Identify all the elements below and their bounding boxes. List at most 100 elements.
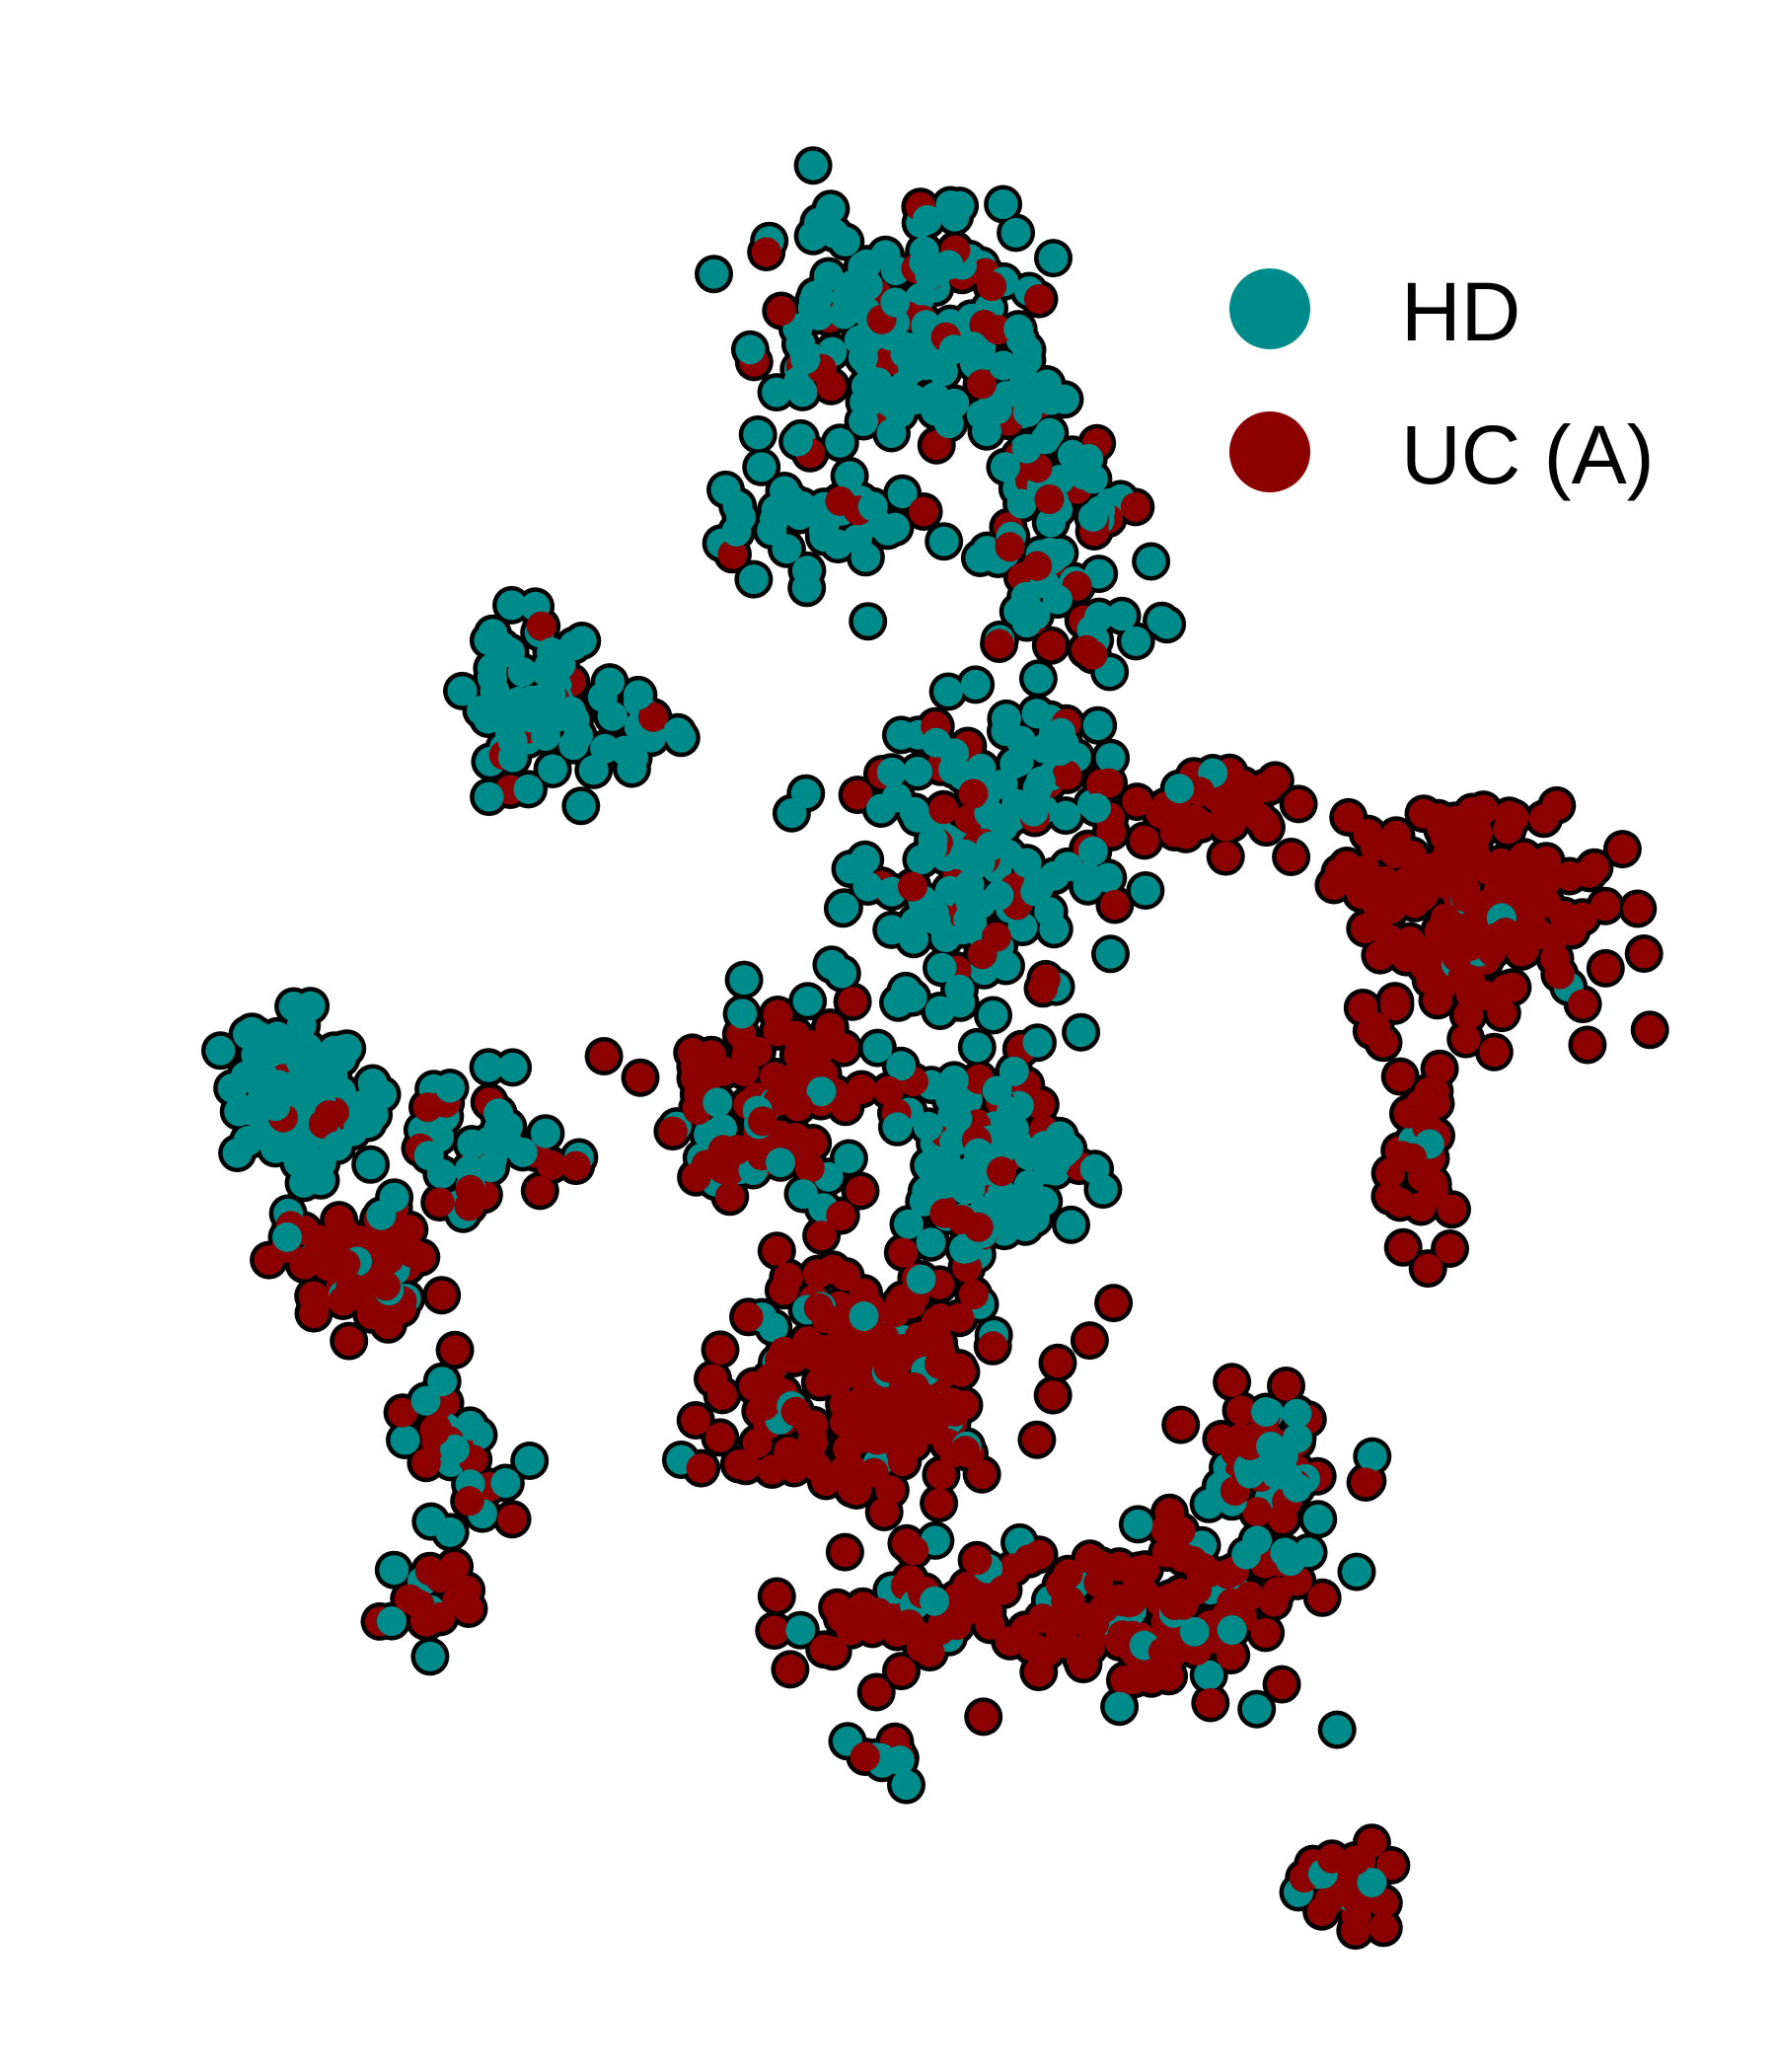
point-uc-a (1010, 1614, 1041, 1645)
point-hd (851, 371, 881, 402)
point-hd (410, 1385, 441, 1416)
point-hd (1322, 1715, 1353, 1745)
point-hd (1022, 1027, 1053, 1058)
point-uc-a (887, 1446, 918, 1477)
point-hd (440, 1434, 470, 1464)
point-hd (1051, 800, 1081, 831)
point-uc-a (1021, 1425, 1052, 1455)
point-uc-a (1414, 1076, 1444, 1107)
point-hd (467, 696, 496, 725)
point-hd (413, 1141, 444, 1171)
point-uc-a (831, 1261, 861, 1292)
point-uc-a (977, 271, 1007, 302)
point-uc-a (451, 1575, 481, 1605)
point-hd (849, 407, 879, 436)
point-uc-a (1443, 816, 1474, 847)
point-uc-a (984, 629, 1014, 659)
point-hd (1151, 609, 1182, 639)
point-uc-a (1499, 802, 1529, 833)
point-hd (958, 332, 989, 362)
point-uc-a (310, 1228, 340, 1259)
point-hd (663, 717, 693, 748)
point-hd (1039, 914, 1070, 944)
point-uc-a (1574, 857, 1604, 888)
point-hd (1194, 1489, 1224, 1519)
point-uc-a (1635, 1014, 1665, 1045)
point-uc-a (1392, 865, 1423, 896)
point-hd (950, 1174, 981, 1205)
point-hd (1095, 743, 1126, 774)
point-uc-a (1351, 1467, 1381, 1498)
point-hd (788, 1179, 818, 1210)
point-hd (790, 344, 821, 375)
point-uc-a (1159, 1590, 1190, 1620)
point-hd (851, 542, 881, 572)
point-hd (1273, 1461, 1302, 1492)
point-uc-a (254, 1245, 284, 1276)
point-uc-a (963, 1212, 994, 1242)
point-uc-a (877, 1386, 908, 1417)
point-hd (1294, 1537, 1324, 1568)
point-uc-a (1523, 920, 1554, 950)
point-uc-a (419, 1416, 450, 1446)
point-uc-a (1434, 842, 1464, 872)
point-hd (455, 1410, 485, 1441)
point-uc-a (1195, 1688, 1225, 1718)
point-hd (942, 1103, 973, 1134)
point-uc-a (1396, 841, 1427, 870)
point-hd (886, 1051, 917, 1081)
point-uc-a (778, 1343, 809, 1373)
point-uc-a (733, 1301, 764, 1332)
point-hd (1092, 862, 1123, 893)
point-uc-a (1074, 1325, 1105, 1356)
point-uc-a (1385, 1187, 1415, 1218)
point-uc-a (1375, 1850, 1406, 1881)
point-hd (1045, 736, 1075, 767)
point-hd (474, 1052, 504, 1082)
point-uc-a (1165, 1410, 1196, 1441)
point-uc-a (657, 1116, 688, 1147)
point-uc-a (995, 532, 1025, 562)
point-hd (435, 1073, 466, 1103)
point-uc-a (924, 1488, 954, 1518)
point-uc-a (762, 1582, 792, 1611)
point-uc-a (967, 369, 998, 400)
point-hd (1077, 836, 1108, 866)
point-hd (963, 1138, 994, 1168)
point-uc-a (1284, 788, 1314, 819)
point-uc-a (780, 1396, 811, 1427)
point-hd (965, 847, 996, 877)
point-hd (272, 1221, 302, 1252)
point-uc-a (1267, 1669, 1297, 1700)
point-hd (1251, 1397, 1281, 1427)
point-hd (262, 1021, 293, 1052)
point-uc-a (989, 1575, 1018, 1605)
point-uc-a (925, 1459, 956, 1490)
point-uc-a (1591, 953, 1621, 984)
point-uc-a (730, 1450, 761, 1481)
point-hd (988, 769, 1018, 799)
point-hd (766, 1147, 795, 1178)
legend-marker-hd (1229, 268, 1310, 349)
point-hd (726, 502, 756, 533)
point-uc-a (1217, 1367, 1247, 1397)
point-hd (1021, 699, 1052, 729)
point-hd (1342, 1557, 1371, 1588)
point-hd (852, 606, 883, 636)
point-uc-a (1369, 1912, 1399, 1943)
point-uc-a (1591, 891, 1620, 922)
point-hd (906, 1264, 936, 1295)
point-uc-a (1435, 1233, 1465, 1264)
point-uc-a (1129, 825, 1159, 855)
point-uc-a (717, 539, 748, 569)
point-hd (866, 793, 896, 824)
point-hd (1012, 334, 1042, 365)
point-uc-a (324, 1205, 354, 1235)
point-uc-a (888, 1334, 919, 1365)
point-hd (925, 996, 955, 1026)
point-hd (1053, 1134, 1083, 1164)
point-uc-a (1154, 1498, 1185, 1528)
point-hd (886, 719, 917, 750)
point-hd (913, 1111, 943, 1142)
point-hd (852, 270, 883, 301)
